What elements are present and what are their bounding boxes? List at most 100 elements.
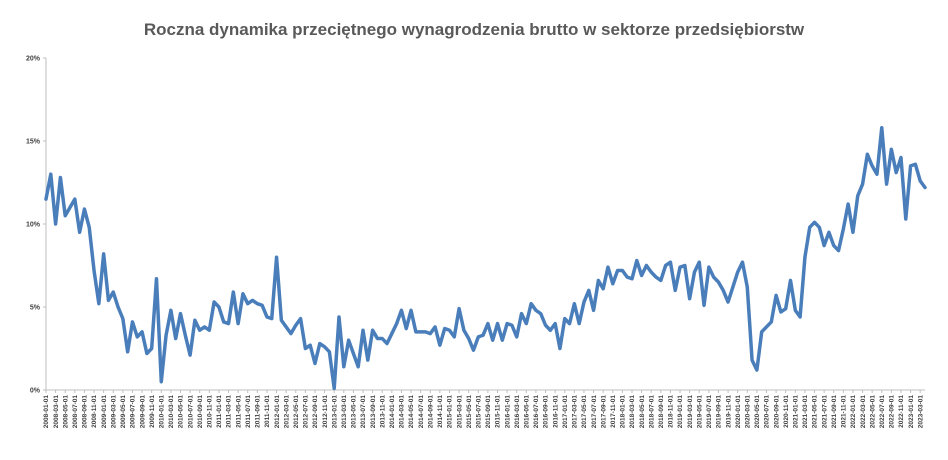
x-tick-label: 2016-01-01 — [504, 395, 511, 429]
x-tick-label: 2021-11-01 — [841, 395, 848, 428]
x-tick-label: 2011-09-01 — [255, 395, 262, 428]
y-tick-labels: 0% 5% 10% 15% 20% — [26, 56, 41, 395]
x-tick-label: 2010-11-01 — [207, 395, 214, 428]
x-tick-label: 2020-05-01 — [754, 395, 761, 429]
x-tick-label: 2011-11-01 — [264, 395, 271, 428]
x-tick-label: 2019-01-01 — [677, 395, 684, 429]
x-tick-label: 2022-03-01 — [860, 395, 867, 429]
x-tick-label: 2018-03-01 — [629, 395, 636, 429]
x-tick-label: 2011-07-01 — [245, 395, 252, 428]
x-tick-label: 2012-11-01 — [322, 395, 329, 428]
x-tick-label: 2015-09-01 — [485, 395, 492, 429]
x-tick-label: 2017-07-01 — [591, 395, 598, 429]
x-tick-label: 2017-01-01 — [562, 395, 569, 429]
x-tick-label: 2020-01-01 — [735, 395, 742, 429]
x-tick-label: 2011-03-01 — [226, 395, 233, 428]
x-tick-label: 2020-09-01 — [773, 395, 780, 429]
x-tick-label: 2021-05-01 — [812, 395, 819, 429]
x-tick-label: 2013-11-01 — [379, 395, 386, 428]
x-tick-label: 2022-09-01 — [889, 395, 896, 429]
x-tick-label: 2019-09-01 — [716, 395, 723, 429]
y-tick-label: 15% — [26, 139, 41, 146]
x-tick-label: 2008-11-01 — [91, 395, 98, 428]
x-tick-label: 2013-07-01 — [360, 395, 367, 429]
x-tick-label: 2010-01-01 — [158, 395, 165, 429]
x-tick-label: 2008-05-01 — [62, 395, 69, 429]
x-tick-label: 2014-09-01 — [427, 395, 434, 429]
chart-axes — [43, 57, 925, 393]
x-tick-label: 2019-11-01 — [725, 395, 732, 428]
x-tick-label: 2009-11-01 — [149, 395, 156, 428]
x-tick-label: 2022-07-01 — [879, 395, 886, 429]
x-tick-label: 2009-01-01 — [101, 395, 108, 429]
x-tick-label: 2010-05-01 — [178, 395, 185, 429]
x-tick-label: 2013-01-01 — [331, 395, 338, 429]
x-tick-label: 2011-01-01 — [216, 395, 223, 428]
x-tick-label: 2014-11-01 — [437, 395, 444, 428]
x-tick-label: 2023-03-01 — [917, 395, 924, 429]
x-tick-label: 2011-05-01 — [235, 395, 242, 428]
x-tick-labels: 2008-01-01 2008-03-01 2008-05-01 2008-07-01… — [43, 395, 924, 429]
x-tick-label: 2021-01-01 — [793, 395, 800, 429]
x-tick-label: 2009-07-01 — [130, 395, 137, 429]
x-tick-label: 2016-05-01 — [524, 395, 531, 429]
x-tick-label: 2015-11-01 — [495, 395, 502, 428]
x-tick-label: 2020-07-01 — [764, 395, 771, 429]
x-tick-label: 2017-11-01 — [610, 395, 617, 428]
x-tick-label: 2016-07-01 — [533, 395, 540, 429]
x-tick-label: 2019-07-01 — [706, 395, 713, 429]
x-tick-label: 2012-09-01 — [312, 395, 319, 429]
x-tick-label: 2018-11-01 — [668, 395, 675, 428]
x-tick-label: 2008-09-01 — [82, 395, 89, 429]
x-tick-label: 2021-09-01 — [831, 395, 838, 429]
x-tick-label: 2018-05-01 — [639, 395, 646, 429]
x-tick-label: 2014-03-01 — [399, 395, 406, 429]
x-tick-label: 2012-03-01 — [283, 395, 290, 429]
x-tick-label: 2015-05-01 — [466, 395, 473, 429]
x-tick-label: 2008-01-01 — [43, 395, 50, 429]
x-tick-label: 2010-07-01 — [187, 395, 194, 429]
x-tick-label: 2015-07-01 — [475, 395, 482, 429]
x-tick-label: 2023-01-01 — [908, 395, 915, 429]
x-tick-label: 2015-03-01 — [456, 395, 463, 429]
x-tick-label: 2009-05-01 — [120, 395, 127, 429]
x-tick-label: 2013-09-01 — [370, 395, 377, 429]
x-tick-label: 2013-03-01 — [341, 395, 348, 429]
x-tick-label: 2012-01-01 — [274, 395, 281, 429]
x-tick-label: 2017-05-01 — [581, 395, 588, 429]
x-tick-label: 2022-05-01 — [869, 395, 876, 429]
x-tick-label: 2010-09-01 — [197, 395, 204, 429]
x-tick-label: 2018-01-01 — [620, 395, 627, 429]
x-tick-label: 2017-09-01 — [600, 395, 607, 429]
x-tick-label: 2014-05-01 — [408, 395, 415, 429]
x-tick-label: 2022-11-01 — [898, 395, 905, 428]
x-tick-label: 2022-01-01 — [850, 395, 857, 429]
x-tick-label: 2016-03-01 — [514, 395, 521, 429]
x-tick-label: 2008-07-01 — [72, 395, 79, 429]
x-tick-label: 2010-03-01 — [168, 395, 175, 429]
x-tick-label: 2020-03-01 — [744, 395, 751, 429]
x-tick-label: 2009-03-01 — [110, 395, 117, 429]
y-tick-label: 0% — [30, 388, 41, 395]
x-tick-label: 2016-09-01 — [543, 395, 550, 429]
x-tick-label: 2019-05-01 — [696, 395, 703, 429]
x-tick-label: 2012-07-01 — [303, 395, 310, 429]
x-tick-label: 2014-01-01 — [389, 395, 396, 429]
series-group — [44, 125, 927, 391]
x-tick-label: 2021-03-01 — [802, 395, 809, 429]
y-tick-label: 10% — [26, 222, 41, 229]
x-tick-label: 2019-03-01 — [687, 395, 694, 429]
x-tick-label: 2015-01-01 — [447, 395, 454, 429]
series-line — [44, 125, 927, 391]
chart-title: Roczna dynamika przeciętnego wynagrodzen… — [143, 20, 805, 39]
x-tick-label: 2008-03-01 — [53, 395, 60, 429]
x-tick-label: 2012-05-01 — [293, 395, 300, 429]
y-tick-label: 20% — [26, 56, 41, 63]
x-tick-label: 2014-07-01 — [418, 395, 425, 429]
x-tick-label: 2017-03-01 — [572, 395, 579, 429]
x-tick-label: 2020-11-01 — [783, 395, 790, 428]
x-tick-label: 2013-05-01 — [351, 395, 358, 429]
x-tick-label: 2018-09-01 — [658, 395, 665, 429]
